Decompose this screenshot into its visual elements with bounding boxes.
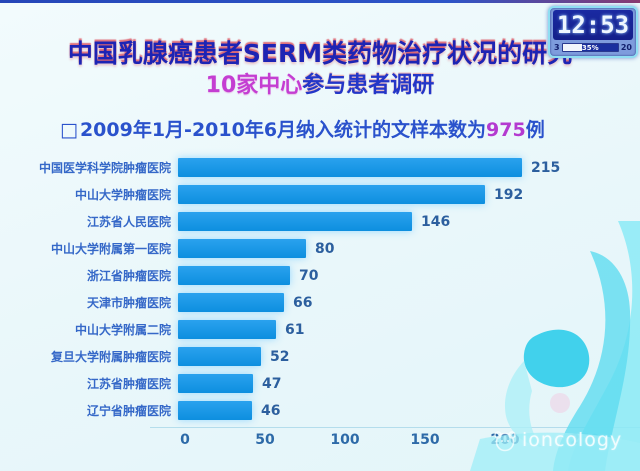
- x-tick: 50: [255, 432, 275, 448]
- bar-value: 80: [315, 240, 335, 257]
- bar-row: 浙江省肿瘤医院 70: [0, 262, 640, 289]
- bar-row: 复旦大学附属肿瘤医院 52: [0, 343, 640, 370]
- bar-label: 复旦大学附属肿瘤医院: [50, 350, 171, 364]
- x-axis-line: [150, 427, 640, 428]
- bar-row: 江苏省人民医院 146: [0, 208, 640, 235]
- bar-value: 46: [261, 402, 281, 419]
- bar-label: 江苏省人民医院: [86, 215, 171, 229]
- timer-end-label: 20: [620, 42, 632, 52]
- bar-value: 146: [421, 213, 451, 230]
- bar: [178, 401, 252, 420]
- bar-value: 215: [531, 159, 561, 176]
- bar-row: 天津市肿瘤医院 66: [0, 289, 640, 316]
- bar: [178, 212, 412, 231]
- bar: [178, 347, 261, 366]
- bar-label: 江苏省肿瘤医院: [86, 377, 171, 391]
- bar-label: 中国医学科学院肿瘤医院: [38, 161, 171, 175]
- bar-value: 47: [262, 375, 282, 392]
- timer-start-label: 3: [554, 42, 560, 52]
- bar: [178, 293, 284, 312]
- timer-progress-row: 3 35% 20: [553, 40, 633, 54]
- brand-logo-icon: [494, 431, 516, 452]
- bar-row: 辽宁省肿瘤医院 46: [0, 397, 640, 424]
- bar: [178, 266, 290, 285]
- slide-subtitle: 10家中心参与患者调研: [0, 67, 640, 99]
- bar-value: 52: [270, 348, 290, 365]
- timer-progress-bar: 35%: [561, 42, 619, 52]
- brand-name: ioncology: [522, 429, 623, 451]
- bar-row: 江苏省肿瘤医院 47: [0, 370, 640, 397]
- presentation-timer-widget: 12:53 3 35% 20: [548, 6, 638, 58]
- timer-progress-percent: 35%: [581, 43, 599, 52]
- slide-top-border: [0, 0, 640, 3]
- bar: [178, 320, 276, 339]
- bar: [178, 185, 485, 204]
- bar-label: 辽宁省肿瘤医院: [86, 404, 171, 418]
- bar-label: 中山大学肿瘤医院: [74, 188, 171, 202]
- bar-label: 天津市肿瘤医院: [86, 296, 171, 310]
- bar-label: 浙江省肿瘤医院: [86, 269, 171, 283]
- clock-screen: 12:53: [553, 10, 633, 40]
- bar-row: 中山大学附属二院 61: [0, 316, 640, 343]
- x-tick: 150: [410, 432, 440, 448]
- clock-time: 12:53: [556, 11, 630, 39]
- subtitle-rest: 参与患者调研: [302, 73, 435, 98]
- bar-value: 192: [494, 186, 524, 203]
- brand-watermark: ioncology: [492, 428, 622, 452]
- bar-value: 61: [285, 321, 305, 338]
- bullet-text: 2009年1月-2010年6月纳入统计的文样本数为: [79, 119, 487, 141]
- bar: [178, 158, 522, 177]
- bar-chart: 中国医学科学院肿瘤医院 215 中山大学肿瘤医院 192 江苏省人民医院 146 中山大学附…: [0, 154, 640, 424]
- x-tick: 0: [180, 432, 190, 448]
- bar: [178, 239, 306, 258]
- bar-label: 中山大学附属二院: [74, 323, 171, 337]
- bar-row: 中山大学附属第一医院 80: [0, 235, 640, 262]
- timer-progress-fill: [581, 43, 618, 51]
- bar-row: 中山大学肿瘤医院 192: [0, 181, 640, 208]
- bar-value: 70: [299, 267, 319, 284]
- square-bullet-icon: □: [60, 119, 78, 141]
- bar-row: 中国医学科学院肿瘤医院 215: [0, 154, 640, 181]
- subtitle-highlight: 10家中心: [205, 73, 303, 98]
- bullet-sample-count: 975: [486, 119, 526, 141]
- bar-value: 66: [293, 294, 313, 311]
- x-tick: 100: [330, 432, 360, 448]
- bullet-suffix: 例: [525, 119, 545, 141]
- bar: [178, 374, 253, 393]
- bullet-line: □ 2009年1月-2010年6月纳入统计的文样本数为975例: [60, 115, 630, 142]
- slide-title: 中国乳腺癌患者SERM类药物治疗状况的研究: [67, 39, 573, 68]
- bar-label: 中山大学附属第一医院: [50, 242, 171, 256]
